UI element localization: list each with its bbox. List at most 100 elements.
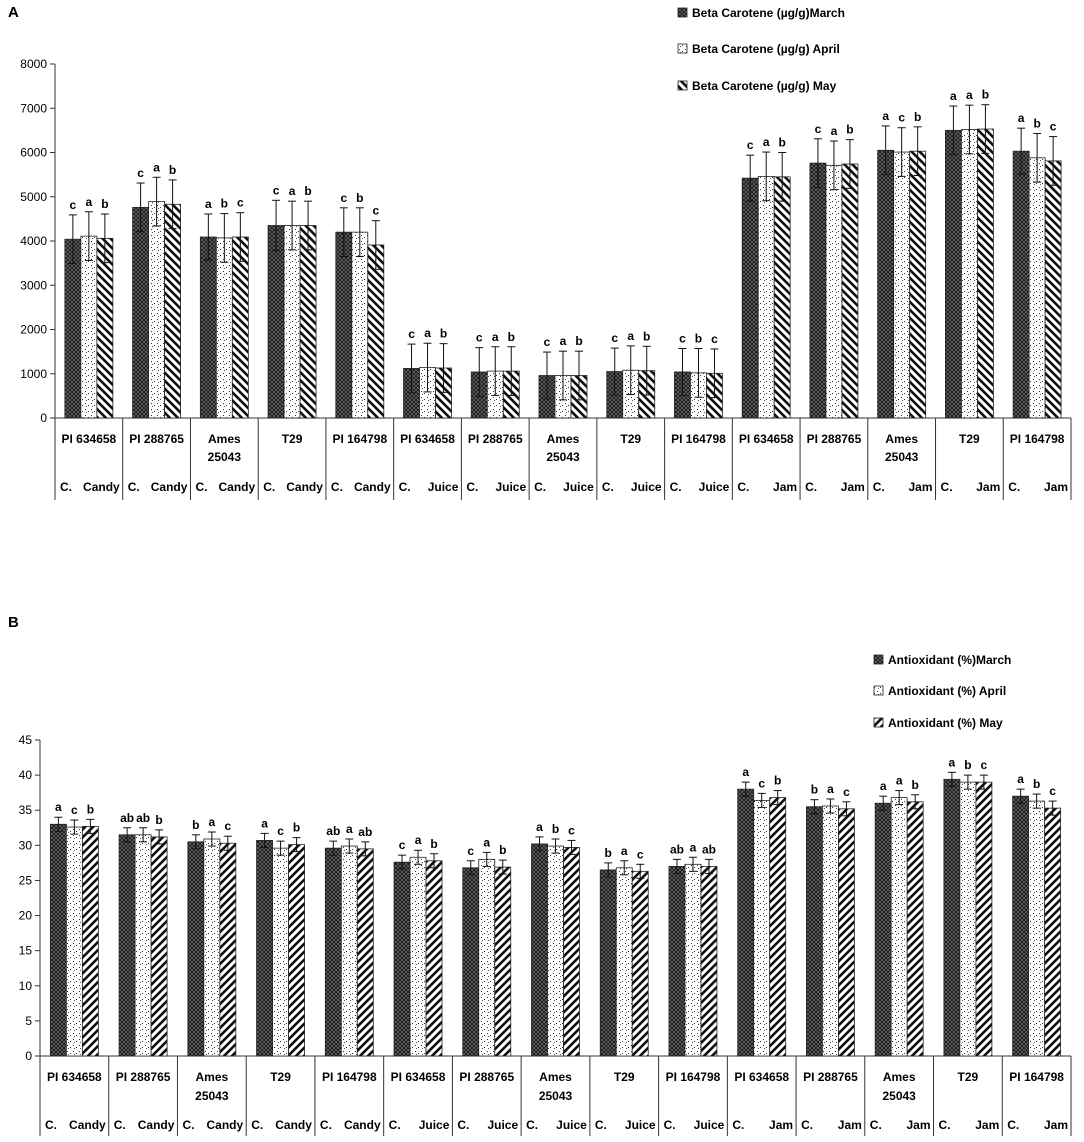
category-label-line2: 25043 — [546, 450, 580, 464]
significance-letter: ab — [136, 811, 150, 825]
bar — [757, 175, 775, 419]
category-product: Juice — [699, 480, 730, 494]
significance-letter: b — [774, 774, 781, 788]
significance-letter: b — [911, 778, 918, 792]
y-tick-label: 20 — [19, 909, 33, 923]
category-label: PI 164798 — [332, 432, 387, 446]
bar — [977, 128, 994, 419]
significance-letter: b — [101, 197, 108, 211]
bar — [267, 225, 285, 419]
category-product: Candy — [83, 480, 120, 494]
bar — [351, 231, 369, 419]
significance-letter: b — [1033, 777, 1040, 791]
significance-letter: b — [508, 330, 515, 344]
significance-letter: b — [846, 123, 853, 137]
bar — [741, 177, 759, 419]
legend-swatch — [873, 685, 884, 696]
significance-letter: c — [399, 838, 406, 852]
significance-letter: c — [568, 823, 575, 837]
y-tick-label: 2000 — [20, 323, 47, 337]
y-tick-label: 45 — [19, 733, 33, 747]
category-label: Ames — [883, 1070, 916, 1084]
significance-letter: b — [430, 837, 437, 851]
bar — [118, 834, 136, 1057]
category-prefix: C. — [941, 480, 953, 494]
category-label: PI 164798 — [1009, 1070, 1064, 1084]
bar — [877, 149, 895, 419]
significance-letter: b — [643, 329, 650, 343]
legend-label: Beta Carotene (µg/g) April — [692, 42, 840, 56]
category-product: Candy — [151, 480, 188, 494]
category-product: Candy — [286, 480, 323, 494]
panel-b-label: B — [8, 614, 19, 631]
category-product: Juice — [495, 480, 526, 494]
bar — [599, 869, 617, 1057]
significance-letter: c — [898, 111, 905, 125]
bar — [256, 840, 273, 1057]
category-label: PI 288765 — [468, 432, 523, 446]
bar — [961, 129, 978, 419]
category-prefix: C. — [526, 1118, 538, 1132]
significance-letter: a — [208, 815, 215, 829]
legend-swatch — [873, 717, 884, 728]
y-tick-label: 15 — [19, 944, 33, 958]
bar — [1012, 150, 1030, 419]
category-prefix: C. — [1008, 480, 1020, 494]
category-prefix: C. — [1007, 1118, 1019, 1132]
bar — [150, 836, 168, 1057]
significance-letter: a — [896, 774, 903, 788]
bar — [356, 848, 374, 1057]
significance-letter: a — [536, 820, 543, 834]
significance-letter: a — [346, 822, 353, 836]
category-label: PI 288765 — [459, 1070, 514, 1084]
category-prefix: C. — [805, 480, 817, 494]
category-label: T29 — [959, 432, 980, 446]
bar — [890, 797, 908, 1057]
bar — [959, 781, 977, 1057]
category-label-line2: 25043 — [195, 1089, 229, 1103]
category-label: PI 634658 — [400, 432, 455, 446]
bar — [773, 176, 791, 419]
bar — [409, 856, 427, 1057]
y-tick-label: 6000 — [20, 146, 47, 160]
significance-letter: c — [408, 327, 415, 341]
category-product: Jam — [838, 1118, 862, 1132]
bar — [164, 203, 182, 419]
bar — [132, 206, 150, 419]
y-tick-label: 4000 — [20, 234, 47, 248]
significance-letter: a — [966, 88, 973, 102]
legend-label: Antioxidant (%) May — [888, 716, 1003, 730]
bar — [547, 845, 564, 1057]
bar — [231, 236, 249, 419]
bar — [809, 162, 827, 419]
category-prefix: C. — [331, 480, 343, 494]
bar — [283, 225, 301, 419]
bar — [825, 164, 843, 419]
category-label: PI 634658 — [739, 432, 794, 446]
category-label: T29 — [958, 1070, 979, 1084]
bar — [841, 163, 859, 419]
significance-letter: c — [637, 847, 644, 861]
bar — [148, 201, 166, 419]
category-product: Jam — [907, 1118, 931, 1132]
significance-letter: c — [1050, 120, 1057, 134]
significance-letter: b — [1033, 116, 1040, 130]
significance-letter: a — [627, 329, 634, 343]
significance-letter: c — [815, 122, 822, 136]
category-prefix: C. — [263, 480, 275, 494]
category-label-line2: 25043 — [885, 450, 919, 464]
category-product: Juice — [487, 1118, 518, 1132]
category-prefix: C. — [732, 1118, 744, 1132]
significance-letter: a — [492, 330, 499, 344]
category-product: Juice — [428, 480, 459, 494]
y-tick-label: 0 — [25, 1049, 32, 1063]
category-prefix: C. — [873, 480, 885, 494]
category-product: Candy — [138, 1118, 175, 1132]
bar — [909, 150, 927, 419]
category-product: Jam — [975, 1118, 999, 1132]
category-product: Jam — [1044, 1118, 1068, 1132]
category-product: Candy — [69, 1118, 106, 1132]
category-label: PI 288765 — [807, 432, 862, 446]
significance-letter: a — [205, 197, 212, 211]
